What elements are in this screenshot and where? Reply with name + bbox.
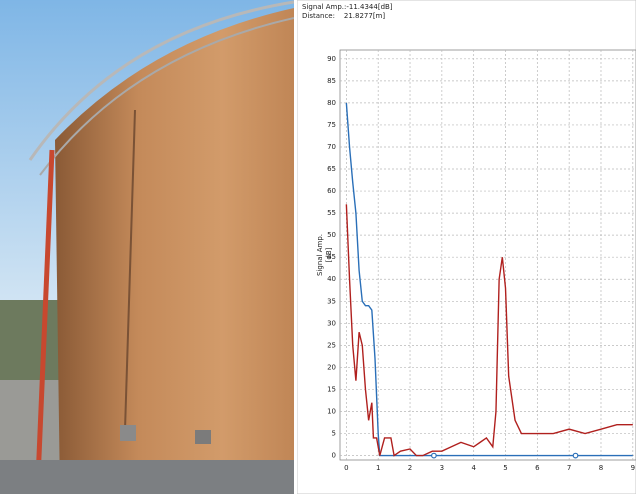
y-tick-label: 60 — [327, 187, 336, 195]
plot-area — [339, 49, 636, 461]
x-tick-label: 3 — [440, 464, 444, 472]
y-tick-label: 70 — [327, 143, 336, 151]
y-tick-label: 15 — [327, 385, 336, 393]
x-tick-label: 9 — [631, 464, 635, 472]
series-line — [345, 102, 633, 457]
y-tick-label: 10 — [327, 408, 336, 416]
chart-panel: Signal Amp.:-11.4344[dB] Distance: 21.82… — [297, 0, 636, 494]
y-label-line: Signal Amp. — [316, 234, 324, 276]
x-tick-label: 0 — [344, 464, 348, 472]
y-tick-label: 50 — [327, 231, 336, 239]
x-tick-label: 5 — [503, 464, 507, 472]
x-tick-label: 1 — [376, 464, 380, 472]
y-tick-label: 35 — [327, 297, 336, 305]
x-tick-label: 8 — [599, 464, 603, 472]
y-tick-label: 65 — [327, 165, 336, 173]
y-tick-label: 90 — [327, 55, 336, 63]
y-tick-label: 5 — [332, 430, 336, 438]
tank-photo — [0, 0, 294, 494]
x-tick-label: 6 — [535, 464, 540, 472]
y-axis-label: Signal Amp. [dB] — [316, 234, 333, 276]
distance-readout: Distance: 21.8277[m] — [302, 12, 385, 20]
y-tick-label: 55 — [327, 209, 336, 217]
y-tick-label: 45 — [327, 253, 336, 261]
y-tick-label: 30 — [327, 319, 336, 327]
cursor-marker — [572, 452, 579, 459]
x-tick-label: 4 — [471, 464, 476, 472]
y-tick-label: 20 — [327, 363, 336, 371]
y-tick-label: 80 — [327, 99, 336, 107]
signal-amp-readout: Signal Amp.:-11.4344[dB] — [302, 3, 393, 11]
y-tick-label: 0 — [332, 452, 336, 460]
series-line — [345, 204, 633, 457]
y-tick-label: 40 — [327, 275, 336, 283]
y-label-line: [dB] — [325, 247, 333, 262]
x-tick-label: 2 — [408, 464, 412, 472]
y-tick-label: 75 — [327, 121, 336, 129]
cursor-marker — [430, 452, 437, 459]
x-tick-label: 7 — [567, 464, 571, 472]
y-tick-label: 25 — [327, 341, 336, 349]
y-tick-label: 85 — [327, 77, 336, 85]
